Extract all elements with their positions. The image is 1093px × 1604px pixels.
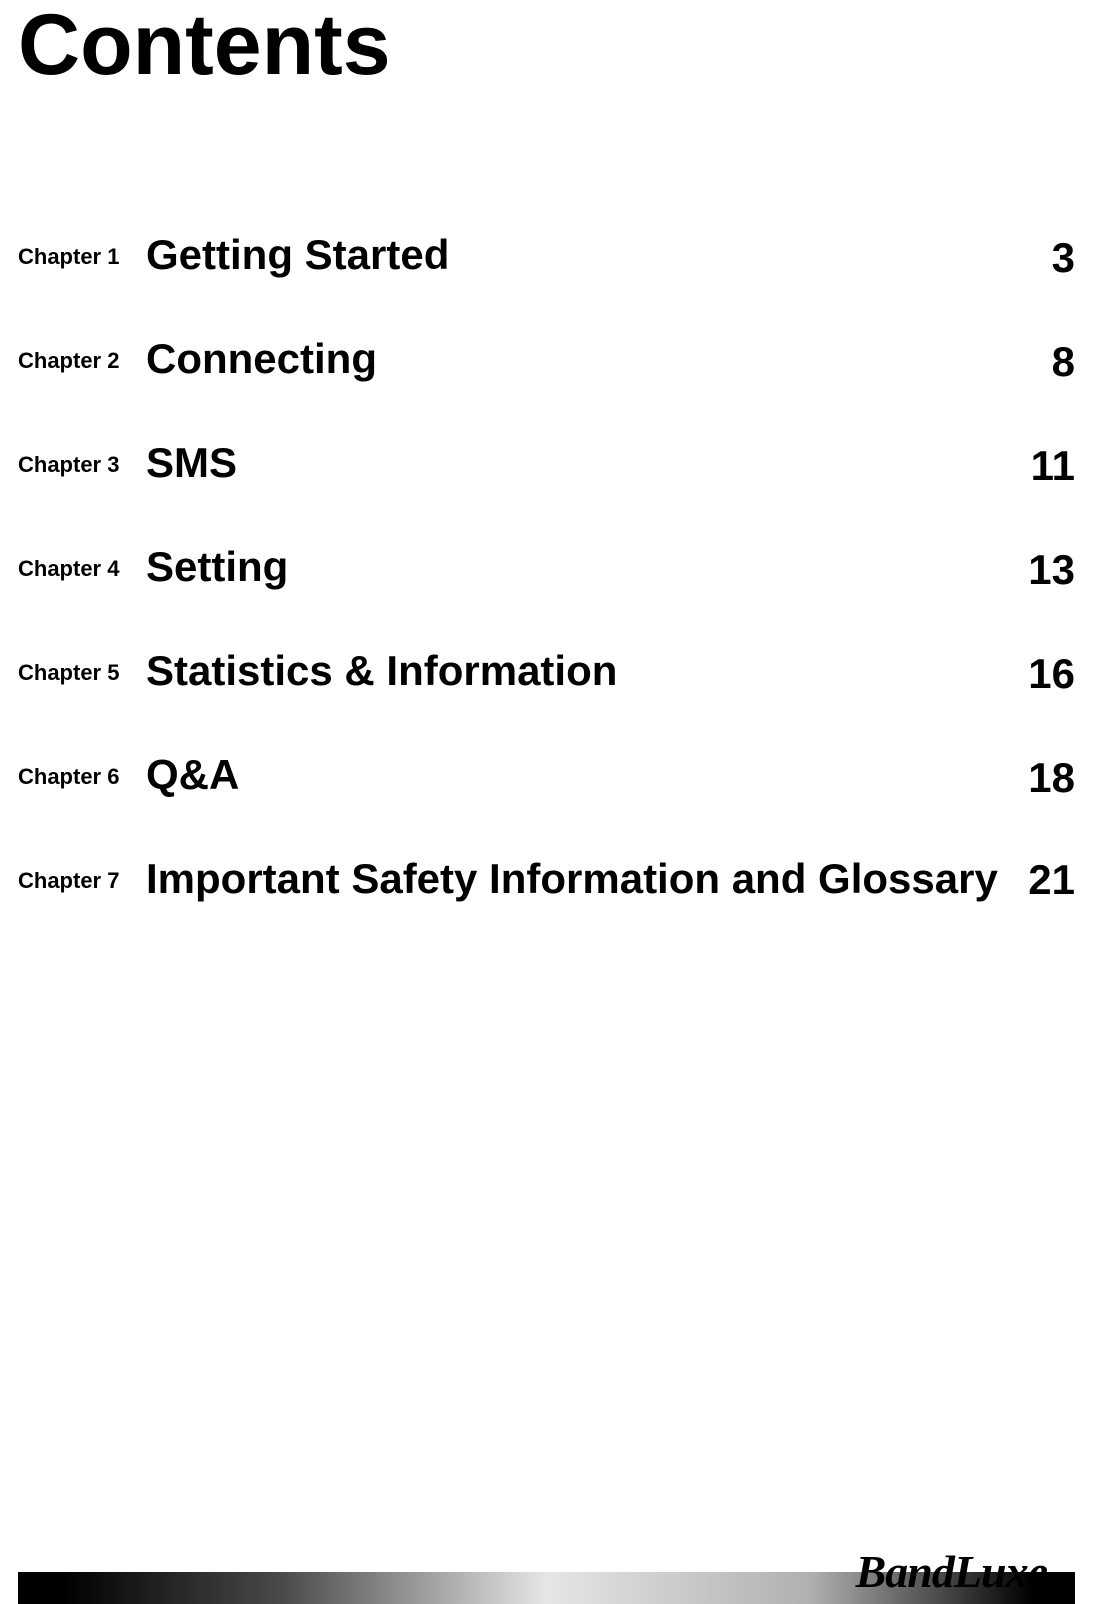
chapter-page-number: 13 (1015, 542, 1075, 594)
chapter-label: Chapter 2 (18, 334, 146, 374)
chapter-label: Chapter 6 (18, 750, 146, 790)
toc-row: Chapter 1 Getting Started 3 (18, 230, 1075, 282)
chapter-page-number: 16 (1015, 646, 1075, 698)
chapter-page-number: 21 (1015, 856, 1075, 904)
chapter-page-number: 18 (1015, 750, 1075, 802)
chapter-label: Chapter 1 (18, 230, 146, 270)
brand-logo-text: BandLuxe (850, 1545, 1053, 1598)
toc-row: Chapter 4 Setting 13 (18, 542, 1075, 594)
chapter-label: Chapter 7 (18, 854, 146, 894)
page-title: Contents (18, 0, 1075, 90)
chapter-title: Statistics & Information (146, 646, 1015, 696)
document-page: Contents Chapter 1 Getting Started 3 Cha… (0, 0, 1093, 1604)
chapter-title: Q&A (146, 750, 1015, 800)
chapter-label: Chapter 4 (18, 542, 146, 582)
chapter-title: Important Safety Information and Glossar… (146, 854, 1015, 904)
chapter-page-number: 8 (1015, 334, 1075, 386)
table-of-contents: Chapter 1 Getting Started 3 Chapter 2 Co… (18, 230, 1075, 904)
chapter-title: SMS (146, 438, 1015, 488)
chapter-page-number: 11 (1015, 438, 1075, 490)
chapter-title: Connecting (146, 334, 1015, 384)
toc-row: Chapter 3 SMS 11 (18, 438, 1075, 490)
footer: BandLuxe (0, 1552, 1093, 1604)
chapter-title: Setting (146, 542, 1015, 592)
chapter-label: Chapter 5 (18, 646, 146, 686)
toc-row: Chapter 6 Q&A 18 (18, 750, 1075, 802)
toc-row: Chapter 2 Connecting 8 (18, 334, 1075, 386)
chapter-page-number: 3 (1015, 230, 1075, 282)
chapter-label: Chapter 3 (18, 438, 146, 478)
toc-row: Chapter 5 Statistics & Information 16 (18, 646, 1075, 698)
chapter-title: Getting Started (146, 230, 1015, 280)
toc-row: Chapter 7 Important Safety Information a… (18, 854, 1075, 904)
